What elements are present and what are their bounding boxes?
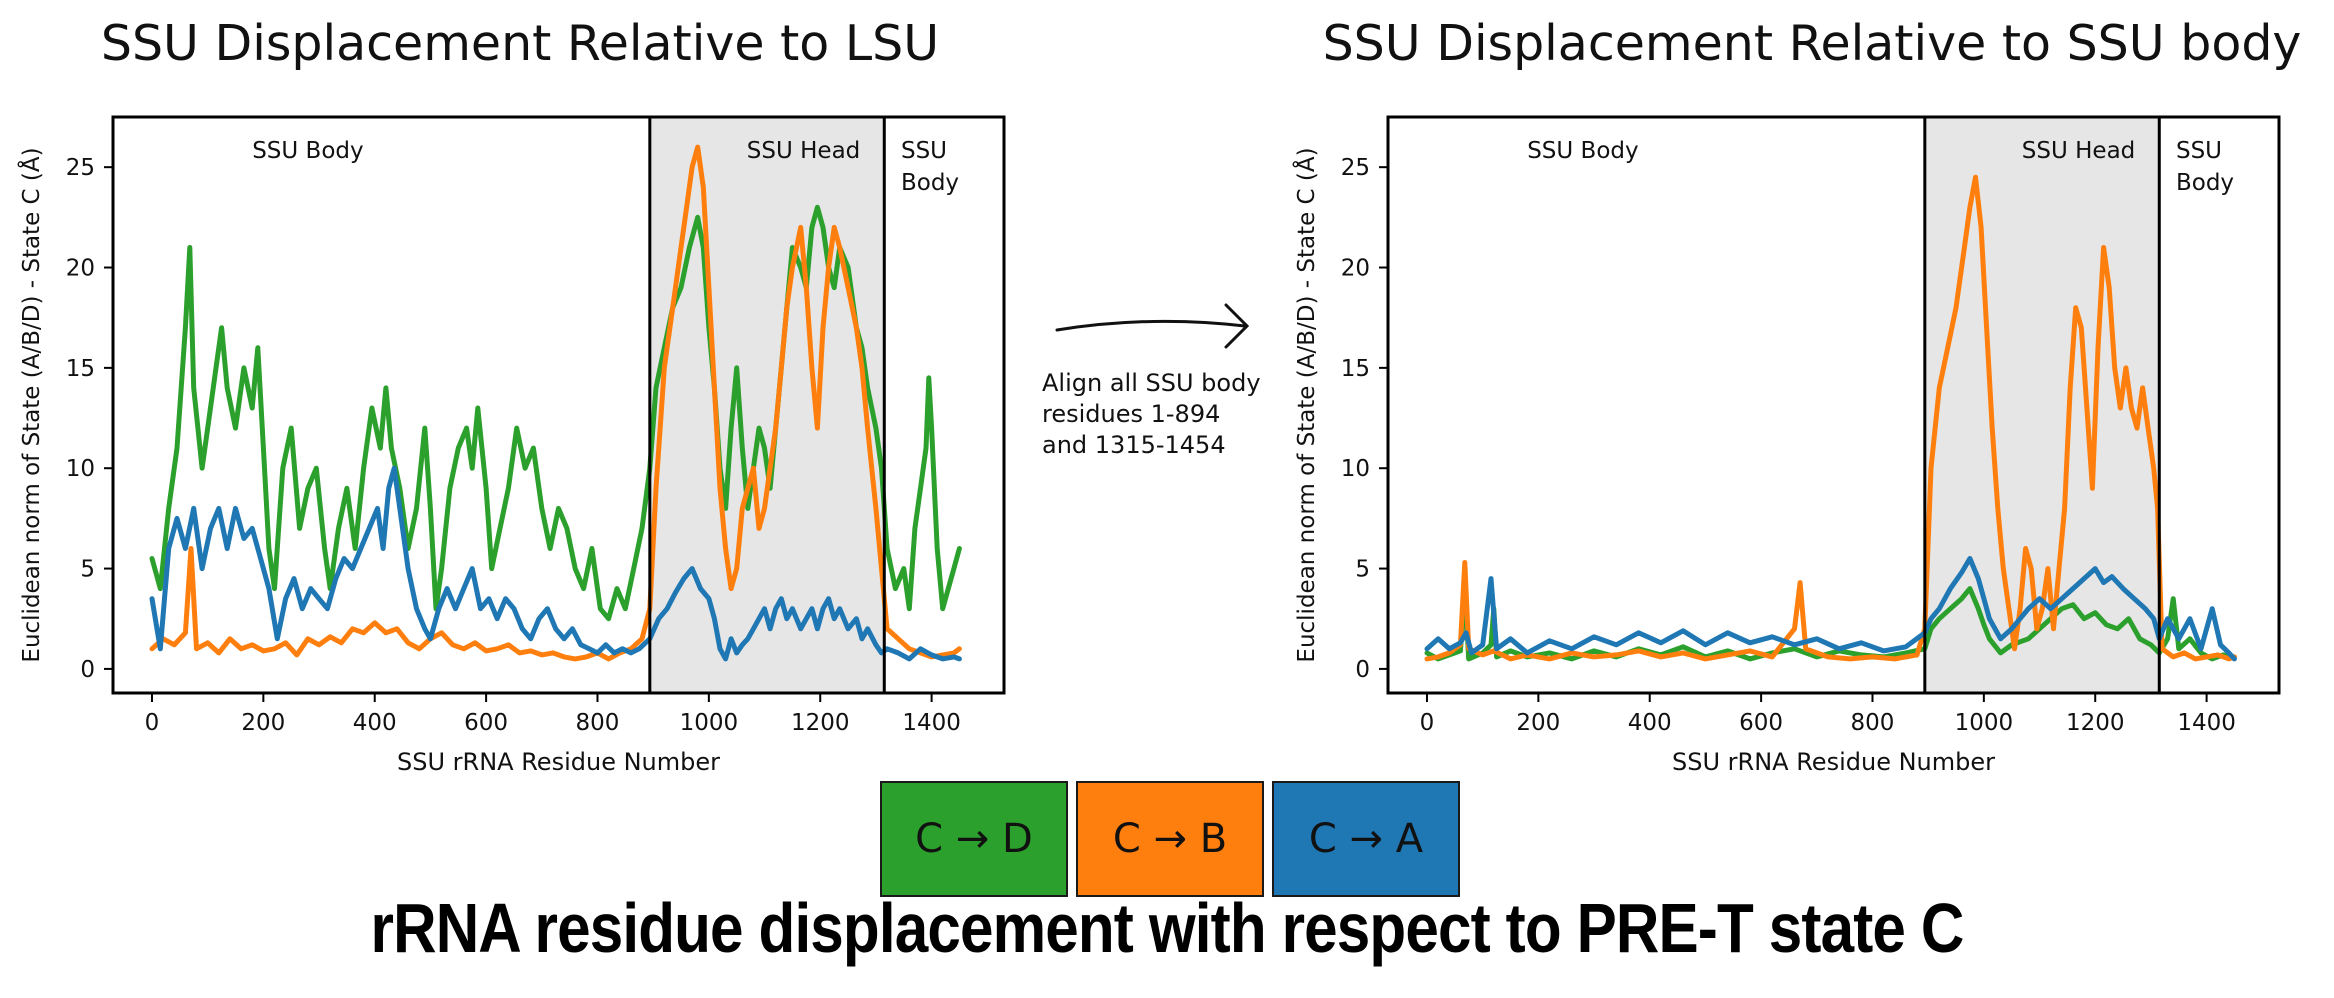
legend-item-c-to-a: C → A <box>1272 781 1460 897</box>
region-label: Body <box>901 170 959 196</box>
region-label: SSU Body <box>1527 138 1638 164</box>
region-label: Body <box>2176 170 2234 196</box>
x-tick-label: 800 <box>576 710 620 736</box>
y-axis-label: Euclidean norm of State (A/B/D) - State … <box>1292 147 1320 662</box>
y-tick-label: 0 <box>1355 657 1370 683</box>
y-tick-label: 20 <box>66 256 95 282</box>
x-tick-label: 200 <box>1516 710 1560 736</box>
x-tick-label: 400 <box>353 710 397 736</box>
series-line-ca <box>1424 556 2237 662</box>
y-tick-label: 20 <box>1341 256 1370 282</box>
x-tick-label: 400 <box>1628 710 1672 736</box>
y-tick-label: 5 <box>1355 557 1370 583</box>
region-label: SSU <box>2176 138 2222 164</box>
y-tick-label: 25 <box>66 155 95 181</box>
alignment-annotation: Align all SSU body residues 1-894 and 13… <box>1042 303 1261 459</box>
series-group <box>1424 174 2237 662</box>
axes-frame <box>1386 115 2281 695</box>
region-shade-head <box>649 117 885 693</box>
x-axis-label: SSU rRNA Residue Number <box>397 748 720 776</box>
y-tick-label: 5 <box>80 557 95 583</box>
region-label: SSU Head <box>747 138 860 164</box>
chart-title: SSU Displacement Relative to SSU body <box>1323 15 2302 72</box>
legend-item-c-to-d: C → D <box>880 781 1068 897</box>
x-tick-label: 600 <box>1739 710 1783 736</box>
x-tick-label: 1400 <box>2177 710 2236 736</box>
legend: C → D C → B C → A <box>880 781 1460 899</box>
x-tick-label: 0 <box>145 710 160 736</box>
x-tick-label: 1200 <box>791 710 850 736</box>
axes-frame <box>111 115 1006 695</box>
legend-item-c-to-b: C → B <box>1076 781 1264 897</box>
x-tick-label: 600 <box>464 710 508 736</box>
y-tick-label: 10 <box>1341 456 1370 482</box>
series-line-cd <box>1424 586 2237 662</box>
y-axis-label: Euclidean norm of State (A/B/D) - State … <box>17 147 45 662</box>
x-tick-label: 0 <box>1420 710 1435 736</box>
x-tick-label: 800 <box>1851 710 1895 736</box>
x-tick-label: 1400 <box>902 710 961 736</box>
y-tick-label: 15 <box>66 356 95 382</box>
chart-title: SSU Displacement Relative to LSU <box>101 15 939 72</box>
region-label: SSU <box>901 138 947 164</box>
annotation-line-2: residues 1-894 <box>1042 400 1220 428</box>
series-line-cb <box>1424 174 2237 662</box>
x-axis-label: SSU rRNA Residue Number <box>1672 748 1995 776</box>
series-line-ca <box>149 465 962 662</box>
y-tick-label: 0 <box>80 657 95 683</box>
x-tick-label: 1000 <box>1955 710 2014 736</box>
y-tick-label: 25 <box>1341 155 1370 181</box>
annotation-line-1: Align all SSU body <box>1042 369 1261 397</box>
figure-main-title: rRNA residue displacement with respect t… <box>370 889 1965 967</box>
y-tick-label: 10 <box>66 456 95 482</box>
x-tick-label: 200 <box>241 710 285 736</box>
region-label: SSU Head <box>2022 138 2135 164</box>
region-label: SSU Body <box>252 138 363 164</box>
arrow-right-icon <box>1055 303 1250 349</box>
annotation-line-3: and 1315-1454 <box>1042 431 1226 459</box>
y-tick-label: 15 <box>1341 356 1370 382</box>
x-tick-label: 1200 <box>2066 710 2125 736</box>
x-tick-label: 1000 <box>680 710 739 736</box>
